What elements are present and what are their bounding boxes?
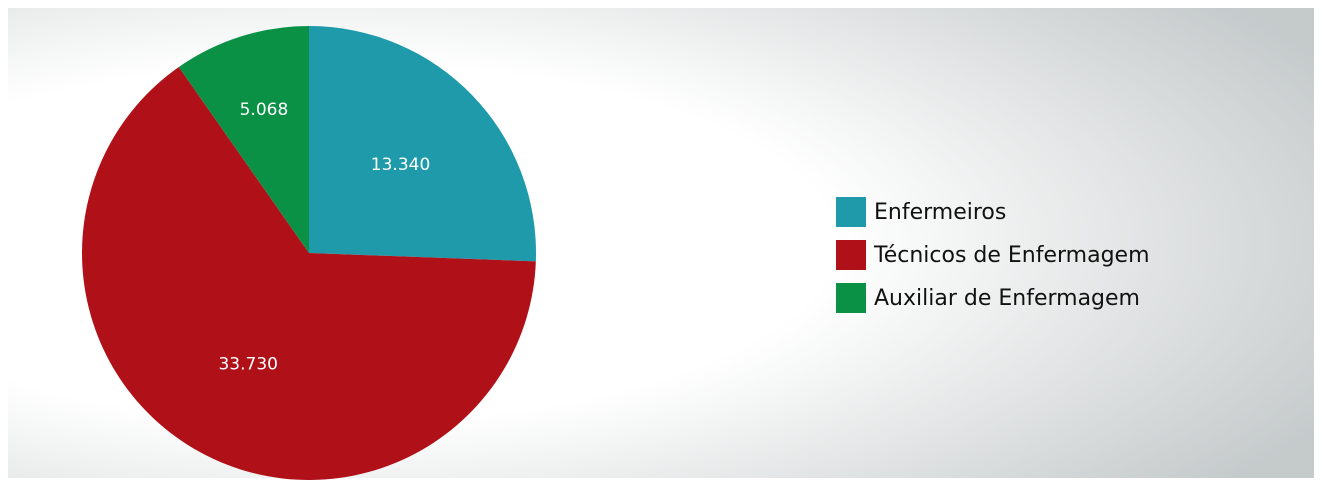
legend-label: Técnicos de Enfermagem — [873, 243, 1150, 268]
legend-swatch — [836, 240, 866, 270]
data-label: 5.068 — [240, 100, 289, 120]
pie-slice — [178, 26, 309, 253]
data-label: 33.730 — [218, 355, 277, 375]
legend-label: Enfermeiros — [874, 200, 1006, 225]
legend-swatch — [836, 197, 866, 227]
legend-label: Auxiliar de Enfermagem — [874, 286, 1140, 311]
data-label: 13.340 — [371, 155, 430, 175]
legend-swatch — [836, 283, 866, 313]
pie-slice — [81, 67, 536, 480]
pie-slice — [309, 26, 536, 262]
